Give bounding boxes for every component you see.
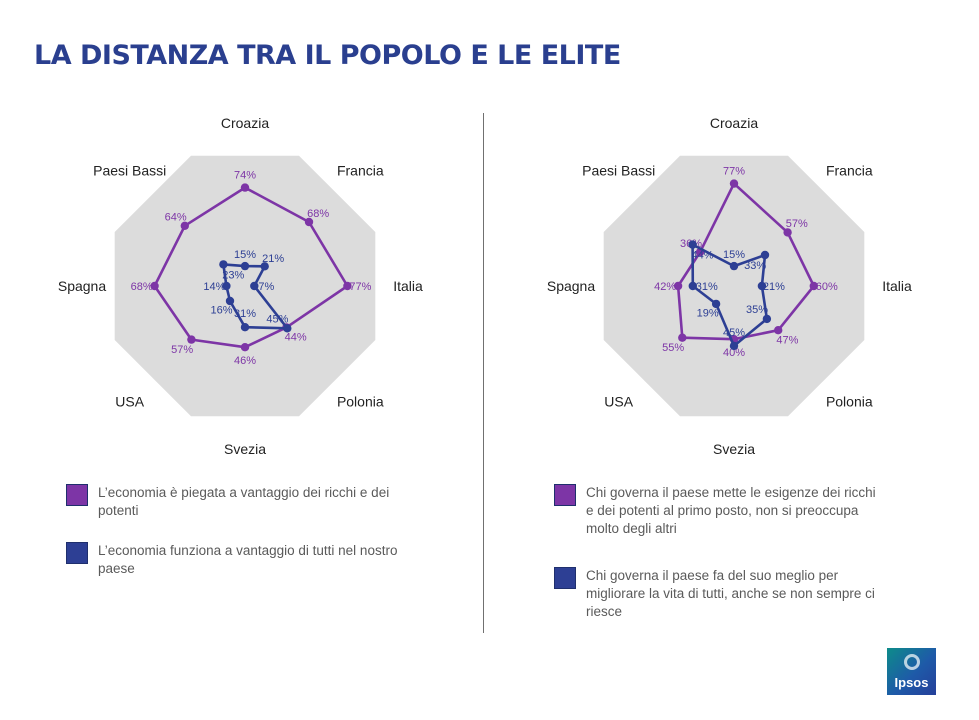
data-point-polonia-1 (774, 326, 783, 335)
data-label-svezia-2: 31% (234, 308, 256, 320)
data-label-spagna-1: 68% (131, 281, 153, 293)
data-label-paesi-bassi-2: 44% (691, 250, 713, 262)
data-point-usa-2 (711, 299, 721, 309)
category-label-usa: USA (604, 393, 633, 409)
data-point-usa-2 (225, 296, 235, 306)
data-point-italia-1 (343, 281, 352, 291)
data-point-francia-2 (260, 262, 269, 271)
radar-chart-governo: Croazia Francia Italia Polonia Svezia USA Spag… (547, 115, 912, 457)
data-point-italia-2 (757, 281, 767, 291)
data-point-croazia-2 (240, 261, 250, 271)
legend-item-economia-ricchi: L’economia è piegata a vantaggio dei ric… (66, 484, 416, 520)
category-label-croazia: Croazia (710, 115, 758, 131)
data-point-usa-1 (678, 333, 687, 342)
category-label-paesi-bassi: Paesi Bassi (93, 163, 166, 179)
category-label-svezia: Svezia (224, 441, 266, 457)
data-label-francia-2: 33% (744, 260, 766, 272)
data-point-paesi-bassi-2 (688, 240, 697, 249)
data-label-italia-1: 77% (349, 281, 371, 293)
data-point-svezia-2 (240, 323, 250, 332)
data-label-italia-1: 60% (816, 281, 838, 293)
category-label-croazia: Croazia (221, 115, 269, 131)
data-point-usa-1 (187, 335, 196, 344)
data-label-svezia-1: 46% (234, 355, 256, 367)
data-label-croazia-1: 77% (723, 166, 745, 178)
data-label-francia-2: 21% (262, 253, 284, 265)
data-label-paesi-bassi-1: 64% (165, 212, 187, 224)
ipsos-logo-text: Ipsos (894, 675, 929, 690)
category-label-polonia: Polonia (337, 393, 384, 409)
data-label-croazia-1: 74% (234, 170, 256, 182)
legend-item-economia-tutti: L’economia funziona a vantaggio di tutti… (66, 542, 416, 578)
category-label-francia: Francia (826, 163, 873, 179)
category-label-spagna: Spagna (547, 278, 595, 294)
data-point-paesi-bassi-1 (180, 221, 189, 230)
data-point-spagna-1 (673, 281, 683, 291)
category-label-paesi-bassi: Paesi Bassi (582, 163, 655, 179)
data-label-usa-2: 19% (697, 307, 719, 319)
data-label-usa-2: 16% (210, 305, 232, 317)
radar-chart-economia: Croazia Francia Italia Polonia Svezia USA Spag… (58, 115, 423, 457)
data-label-croazia-2: 15% (723, 249, 745, 261)
data-label-svezia-1: 40% (723, 347, 745, 359)
legend-swatch-blue (554, 567, 576, 589)
category-label-spagna: Spagna (58, 278, 106, 294)
data-label-polonia-1: 44% (285, 332, 307, 344)
data-point-polonia-2 (283, 324, 292, 333)
data-label-croazia-2: 15% (234, 249, 256, 261)
page-title: LA DISTANZA TRA IL POPOLO E LE ELITE (34, 40, 621, 71)
data-point-francia-1 (304, 217, 314, 227)
legend-label: Chi governa il paese mette le esigenze d… (586, 485, 876, 536)
ipsos-logo: Ipsos (887, 648, 936, 695)
data-point-paesi-bassi-2 (219, 260, 228, 269)
data-point-croazia-1 (729, 179, 739, 188)
legend-label: L’economia funziona a vantaggio di tutti… (98, 543, 398, 576)
data-label-italia-2: 21% (763, 281, 785, 293)
legend-item-governo-tutti: Chi governa il paese fa del suo meglio p… (554, 567, 884, 621)
data-label-polonia-2: 35% (746, 304, 768, 316)
data-label-paesi-bassi-2: 23% (222, 269, 244, 281)
data-label-francia-1: 57% (786, 218, 808, 230)
data-point-croazia-1 (240, 183, 250, 192)
data-label-spagna-1: 42% (654, 281, 676, 293)
category-label-usa: USA (115, 393, 144, 409)
data-label-polonia-2: 45% (266, 313, 288, 325)
data-point-francia-2 (760, 250, 770, 260)
data-point-svezia-2 (729, 341, 739, 351)
data-point-spagna-2 (688, 281, 697, 291)
data-point-croazia-2 (729, 261, 739, 271)
data-point-francia-1 (783, 228, 792, 237)
data-point-spagna-2 (222, 281, 231, 291)
data-point-italia-2 (250, 281, 259, 291)
data-point-italia-1 (809, 281, 818, 291)
legend-swatch-blue (66, 542, 88, 564)
radar-background-octagon (603, 155, 865, 417)
data-point-spagna-1 (150, 281, 159, 291)
chart-divider (483, 113, 484, 633)
data-label-spagna-2: 14% (203, 281, 225, 293)
category-label-svezia: Svezia (713, 441, 755, 457)
data-point-svezia-1 (240, 343, 250, 352)
category-label-polonia: Polonia (826, 393, 873, 409)
data-point-polonia-2 (762, 314, 772, 324)
data-label-usa-1: 55% (662, 342, 684, 354)
data-label-italia-2: 7% (258, 281, 274, 293)
legend-label: L’economia è piegata a vantaggio dei ric… (98, 485, 390, 518)
data-label-usa-1: 57% (171, 344, 193, 356)
legend-swatch-purple (66, 484, 88, 506)
category-label-francia: Francia (337, 163, 384, 179)
data-label-polonia-1: 47% (776, 334, 798, 346)
ipsos-logo-mark-icon (904, 654, 920, 670)
data-label-svezia-2: 45% (723, 327, 745, 339)
legend-swatch-purple (554, 484, 576, 506)
data-label-francia-1: 68% (307, 208, 329, 220)
category-label-italia: Italia (882, 278, 912, 294)
category-label-italia: Italia (393, 278, 423, 294)
legend-label: Chi governa il paese fa del suo meglio p… (586, 568, 875, 619)
data-label-spagna-2: 31% (696, 281, 718, 293)
legend-item-governo-ricchi: Chi governa il paese mette le esigenze d… (554, 484, 884, 538)
